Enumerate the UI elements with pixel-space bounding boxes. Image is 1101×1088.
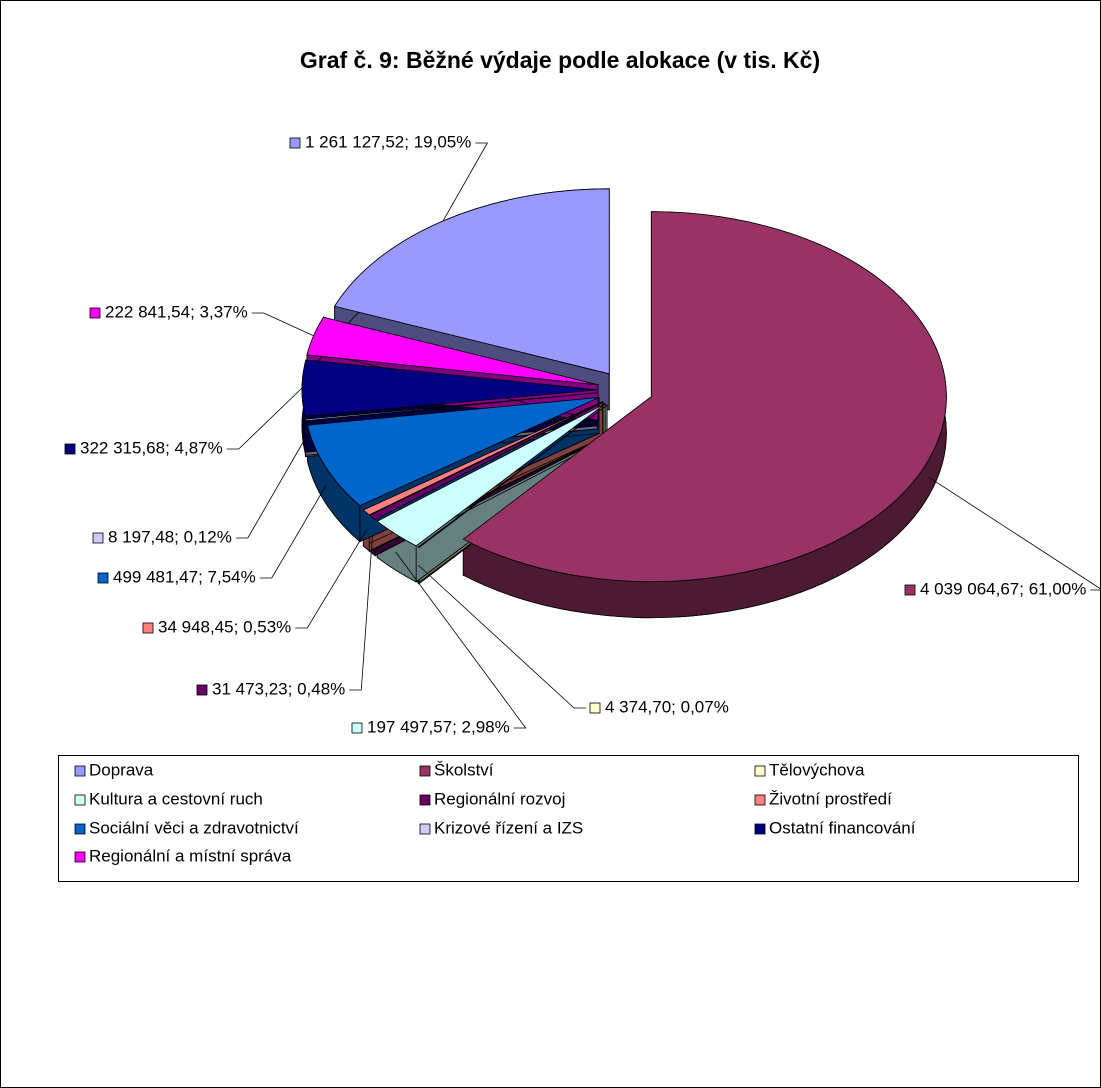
- label-marker: [289, 137, 301, 149]
- data-label: 4 374,70; 0,07%: [605, 697, 729, 716]
- leader-line: [418, 565, 586, 709]
- label-marker: [64, 443, 76, 455]
- label-marker: [904, 584, 916, 596]
- legend-label: Krizové řízení a IZS: [434, 818, 583, 837]
- legend-swatch: [754, 823, 766, 835]
- label-marker: [589, 702, 601, 714]
- leader-line: [235, 437, 306, 539]
- label-marker: [89, 307, 101, 319]
- legend-label: Životní prostředí: [769, 789, 892, 808]
- legend-swatch: [74, 765, 86, 777]
- legend-label: Kultura a cestovní ruch: [89, 789, 263, 808]
- slice: [304, 392, 598, 422]
- leader-line: [226, 387, 303, 450]
- legend-swatch: [74, 794, 86, 806]
- legend-label: Ostatní financování: [769, 818, 916, 837]
- slice: [362, 401, 603, 516]
- legend-box: [58, 755, 1079, 882]
- leader-line: [295, 530, 367, 629]
- slice: [417, 404, 608, 549]
- legend-swatch: [74, 823, 86, 835]
- legend-label: Regionální rozvoj: [434, 789, 565, 808]
- data-label: 1 261 127,52; 19,05%: [305, 132, 471, 151]
- leader-line: [349, 535, 373, 691]
- label-marker: [92, 532, 104, 544]
- legend-swatch: [419, 794, 431, 806]
- label-marker: [196, 684, 208, 696]
- leader-line: [442, 142, 489, 222]
- data-label: 31 473,23; 0,48%: [212, 679, 345, 698]
- data-label: 499 481,47; 7,54%: [113, 567, 256, 586]
- slice: [301, 359, 598, 417]
- label-marker: [97, 572, 109, 584]
- data-label: 34 948,45; 0,53%: [158, 617, 291, 636]
- label-marker: [351, 722, 363, 734]
- slice: [306, 316, 599, 386]
- legend-label: Regionální a místní správa: [89, 846, 292, 865]
- legend-swatch: [419, 765, 431, 777]
- legend-label: Školství: [434, 760, 494, 779]
- slice: [333, 188, 610, 375]
- legend-label: Tělovýchova: [769, 760, 865, 779]
- legend-swatch: [754, 794, 766, 806]
- legend-swatch: [754, 765, 766, 777]
- legend-swatch: [74, 851, 86, 863]
- legend-label: Sociální věci a zdravotnictví: [89, 818, 299, 837]
- slice: [368, 401, 604, 521]
- data-label: 222 841,54; 3,37%: [105, 302, 248, 321]
- chart-title: Graf č. 9: Běžné výdaje podle alokace (v…: [300, 47, 820, 73]
- slice: [462, 211, 947, 583]
- leader-line: [928, 476, 1101, 591]
- leader-line: [259, 485, 327, 579]
- label-marker: [142, 622, 154, 634]
- slice: [376, 403, 606, 547]
- leader-line: [251, 312, 314, 337]
- data-label: 197 497,57; 2,98%: [367, 717, 510, 736]
- data-label: 8 197,48; 0,12%: [108, 527, 232, 546]
- leader-line: [395, 551, 527, 729]
- data-label: 4 039 064,67; 61,00%: [920, 579, 1086, 598]
- legend-label: Doprava: [89, 760, 154, 779]
- legend-swatch: [419, 823, 431, 835]
- slice: [306, 397, 600, 507]
- data-label: 322 315,68; 4,87%: [80, 438, 223, 457]
